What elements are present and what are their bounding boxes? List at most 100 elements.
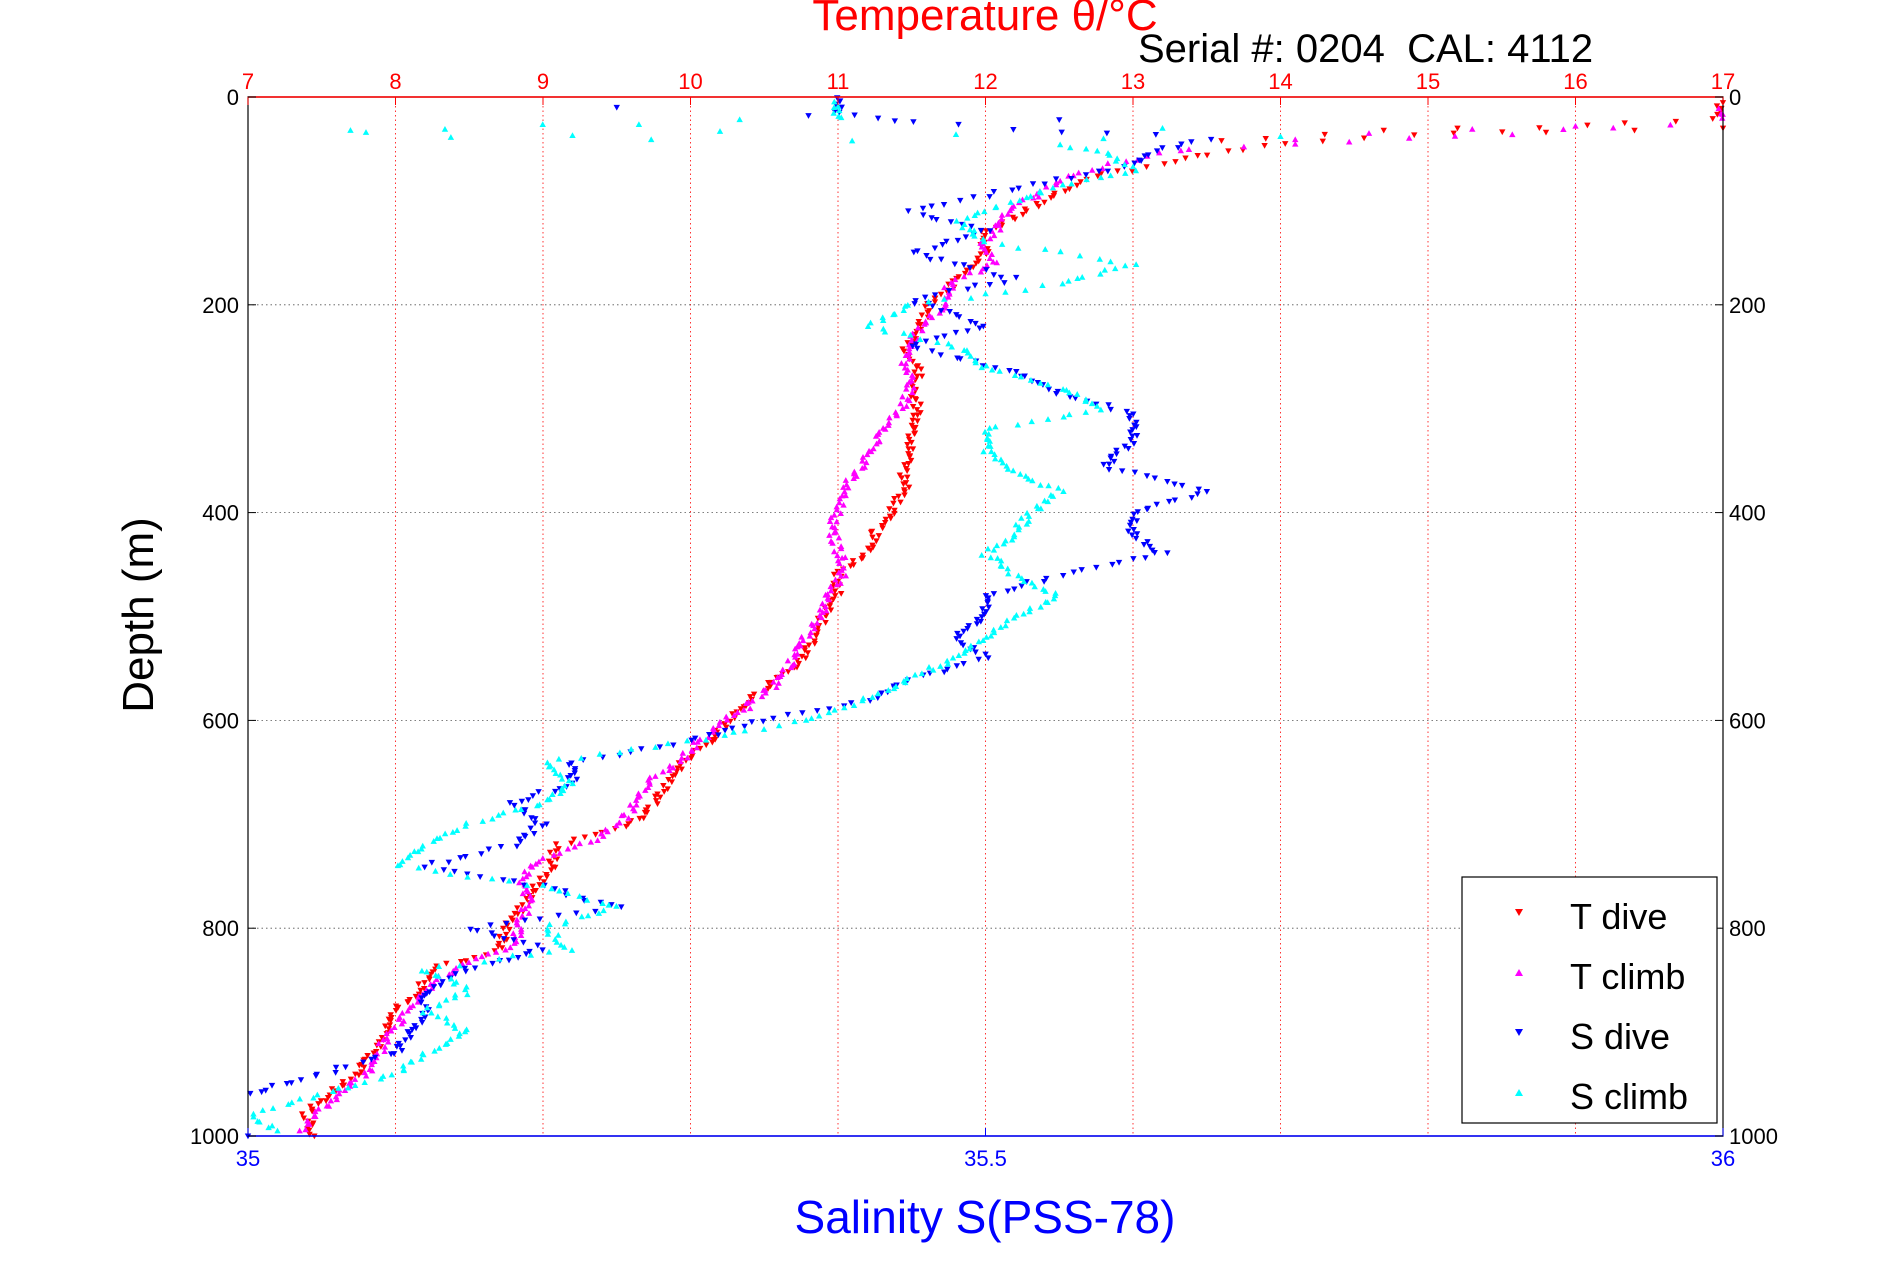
point-s-climb bbox=[442, 1041, 449, 1047]
point-t-dive bbox=[805, 642, 813, 649]
point-s-dive bbox=[912, 341, 920, 348]
point-t-dive bbox=[1380, 127, 1387, 134]
point-s-dive bbox=[972, 320, 979, 327]
point-s-climb bbox=[937, 663, 944, 669]
point-t-climb bbox=[406, 1004, 414, 1011]
point-s-dive bbox=[966, 265, 974, 272]
point-s-climb bbox=[966, 226, 974, 233]
point-s-climb bbox=[981, 208, 988, 215]
point-s-climb bbox=[441, 830, 449, 837]
point-t-dive bbox=[822, 619, 829, 626]
point-t-dive bbox=[298, 1111, 306, 1118]
point-s-dive bbox=[371, 1054, 379, 1061]
point-t-climb bbox=[1667, 121, 1674, 128]
point-s-dive bbox=[421, 1014, 429, 1021]
point-s-climb bbox=[462, 823, 469, 829]
point-t-climb bbox=[986, 255, 994, 261]
point-t-dive bbox=[328, 1086, 336, 1092]
point-s-dive bbox=[656, 744, 664, 751]
point-t-climb bbox=[762, 689, 769, 696]
point-s-climb bbox=[997, 624, 1005, 630]
point-s-climb bbox=[987, 443, 994, 449]
point-s-climb bbox=[451, 991, 459, 998]
point-s-climb bbox=[834, 103, 842, 109]
point-s-climb bbox=[512, 806, 519, 813]
point-t-dive bbox=[339, 1079, 347, 1085]
point-t-climb bbox=[841, 488, 848, 495]
point-s-dive bbox=[1127, 437, 1134, 443]
point-s-climb bbox=[394, 862, 402, 869]
point-s-dive bbox=[1175, 145, 1182, 151]
point-s-climb bbox=[850, 702, 858, 709]
point-s-dive bbox=[1103, 130, 1111, 137]
point-t-climb bbox=[921, 321, 928, 327]
point-s-dive bbox=[1132, 535, 1140, 542]
point-t-climb bbox=[960, 273, 968, 280]
point-s-climb bbox=[1042, 588, 1049, 594]
point-t-dive bbox=[1203, 152, 1211, 159]
point-s-dive bbox=[1011, 586, 1018, 593]
point-s-dive bbox=[748, 719, 756, 725]
point-s-dive bbox=[1151, 475, 1159, 482]
point-t-climb bbox=[414, 998, 422, 1005]
depth-tick-label-right: 1000 bbox=[1729, 1124, 1778, 1149]
point-t-climb bbox=[825, 596, 832, 603]
point-s-dive bbox=[960, 661, 967, 667]
point-s-dive bbox=[342, 1064, 349, 1071]
point-s-dive bbox=[933, 335, 940, 342]
point-s-dive bbox=[565, 762, 573, 768]
legend: T dive T climb S dive S climb bbox=[1461, 876, 1718, 1124]
point-t-climb bbox=[395, 1016, 403, 1022]
point-t-dive bbox=[1094, 173, 1101, 180]
point-t-climb bbox=[903, 381, 911, 388]
point-s-dive bbox=[1121, 443, 1128, 450]
point-s-climb bbox=[652, 744, 659, 750]
point-s-climb bbox=[1026, 605, 1034, 611]
point-s-climb bbox=[997, 557, 1005, 564]
point-s-dive bbox=[940, 202, 948, 208]
point-t-dive bbox=[568, 840, 575, 847]
point-s-dive bbox=[1130, 411, 1137, 418]
point-t-dive bbox=[891, 510, 898, 517]
point-t-climb bbox=[1292, 136, 1299, 143]
point-s-dive bbox=[953, 312, 960, 318]
point-t-climb bbox=[837, 572, 845, 579]
point-s-climb bbox=[1045, 482, 1052, 489]
point-t-dive bbox=[886, 506, 893, 513]
temperature-tick-label: 17 bbox=[1711, 69, 1735, 94]
point-s-climb bbox=[635, 121, 643, 127]
point-s-climb bbox=[481, 958, 488, 965]
point-s-climb bbox=[1017, 471, 1024, 477]
point-s-climb bbox=[578, 755, 585, 761]
point-s-dive bbox=[592, 908, 599, 915]
legend-marker-t-dive bbox=[1515, 909, 1523, 916]
point-s-dive bbox=[467, 926, 474, 933]
point-t-dive bbox=[830, 571, 838, 578]
point-t-climb bbox=[838, 554, 846, 561]
point-s-climb bbox=[1039, 282, 1046, 288]
point-s-climb bbox=[265, 1124, 272, 1131]
point-t-climb bbox=[478, 953, 486, 960]
point-s-dive bbox=[283, 1080, 291, 1087]
point-t-dive bbox=[924, 309, 931, 316]
point-s-dive bbox=[1130, 511, 1138, 518]
point-t-dive bbox=[462, 958, 470, 964]
point-s-climb bbox=[1027, 193, 1034, 199]
point-t-climb bbox=[997, 226, 1004, 233]
point-s-dive bbox=[532, 816, 539, 822]
point-t-climb bbox=[381, 1048, 388, 1054]
point-t-climb bbox=[380, 1036, 387, 1043]
point-s-climb bbox=[867, 319, 874, 326]
point-t-climb bbox=[822, 603, 829, 610]
point-s-climb bbox=[559, 787, 567, 794]
point-t-climb bbox=[831, 529, 838, 536]
point-t-climb bbox=[387, 1027, 395, 1034]
point-t-climb bbox=[833, 506, 841, 513]
point-s-dive bbox=[562, 888, 569, 894]
point-s-climb bbox=[961, 649, 968, 656]
point-t-dive bbox=[873, 538, 880, 545]
point-s-climb bbox=[966, 645, 973, 652]
point-t-climb bbox=[903, 403, 910, 409]
point-s-dive bbox=[1151, 550, 1158, 556]
point-s-climb bbox=[556, 887, 563, 894]
